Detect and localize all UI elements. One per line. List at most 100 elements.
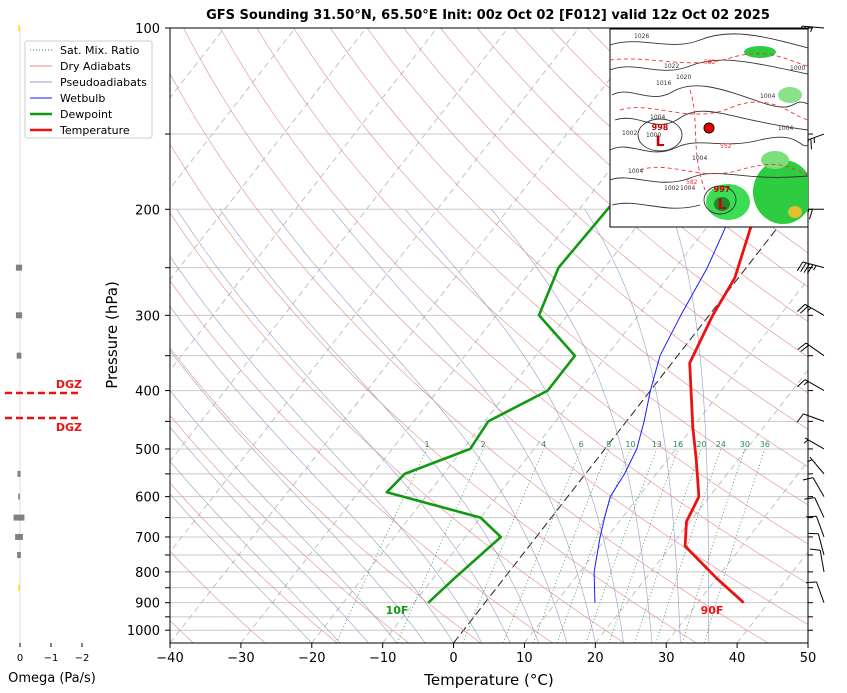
mixing-ratio-label: 6 bbox=[579, 440, 584, 449]
y-tick-label: 400 bbox=[135, 385, 160, 400]
mixing-ratio-label: 1 bbox=[424, 440, 429, 449]
mixing-ratio-line bbox=[462, 448, 545, 643]
barb-staff bbox=[804, 303, 825, 316]
barb-full bbox=[802, 477, 814, 481]
mixing-ratio-labels: 1 2 4 6 8 10 13 16 20 24 30 36 bbox=[424, 440, 769, 449]
y-tick-label: 100 bbox=[135, 22, 160, 37]
barb-half bbox=[813, 265, 817, 271]
barb-full bbox=[809, 209, 813, 220]
barb-staff bbox=[819, 550, 825, 572]
x-axis-label: Temperature (°C) bbox=[423, 671, 553, 689]
barb-full bbox=[797, 379, 806, 388]
dry-adiabat bbox=[440, 28, 808, 358]
mixing-ratio-label: 36 bbox=[760, 440, 770, 449]
contour-label: 1000 bbox=[790, 65, 805, 72]
omega-bar bbox=[17, 470, 21, 477]
chart-title: GFS Sounding 31.50°N, 65.50°E Init: 00z … bbox=[206, 8, 770, 23]
dry-adiabat bbox=[256, 28, 808, 545]
precip-area bbox=[778, 87, 802, 103]
legend-label-dewpoint: Dewpoint bbox=[60, 108, 113, 121]
barb-staff bbox=[804, 379, 825, 392]
temperature-axis: −40 −30 −20 −10 0 10 20 30 40 50 bbox=[156, 643, 816, 666]
x-tick-label: −10 bbox=[369, 651, 396, 666]
pseudoadiabat bbox=[170, 426, 369, 643]
barb-staff bbox=[809, 456, 825, 475]
precip-area bbox=[761, 151, 789, 169]
x-tick-label: −30 bbox=[227, 651, 254, 666]
dgz-label-bottom: DGZ bbox=[56, 421, 82, 434]
mixing-ratio-label: 16 bbox=[673, 440, 683, 449]
omega-tick-label: −1 bbox=[44, 653, 59, 664]
mixing-ratio-label: 4 bbox=[541, 440, 546, 449]
dry-adiabat bbox=[513, 28, 808, 288]
omega-bar bbox=[13, 514, 25, 521]
omega-bars bbox=[13, 25, 25, 591]
barb-staff bbox=[816, 516, 825, 538]
isotherm-line bbox=[170, 28, 580, 553]
pseudoadiabat bbox=[584, 209, 681, 643]
mixing-ratio-line bbox=[681, 448, 746, 643]
x-tick-label: −20 bbox=[298, 651, 325, 666]
omega-bar bbox=[15, 533, 23, 540]
sounding-location-marker bbox=[703, 122, 715, 134]
barb-half bbox=[806, 307, 812, 312]
contour-line bbox=[610, 53, 808, 67]
barb-staff bbox=[802, 261, 825, 269]
dry-adiabat bbox=[330, 28, 808, 468]
surface-dewpoint-label: 10F bbox=[386, 604, 409, 617]
mixing-ratio-label: 2 bbox=[481, 440, 486, 449]
dry-adiabat bbox=[170, 550, 266, 643]
omega-bar bbox=[15, 312, 23, 319]
barb-full bbox=[806, 515, 817, 518]
dry-adiabat bbox=[170, 482, 338, 643]
freezing-isotherm bbox=[453, 187, 808, 643]
wind-barb bbox=[802, 477, 825, 497]
plot-frame bbox=[169, 27, 809, 644]
wind-barb bbox=[797, 379, 825, 392]
pseudoadiabat bbox=[170, 255, 483, 643]
isotherm-line bbox=[807, 642, 808, 643]
barb-staff bbox=[804, 437, 825, 450]
wind-barb bbox=[809, 548, 825, 572]
wind-barbs bbox=[796, 25, 825, 603]
contour-label: 1004 bbox=[760, 93, 775, 100]
pseudoadiabat bbox=[170, 390, 398, 643]
barb-full bbox=[797, 342, 807, 350]
contour-label: 1016 bbox=[656, 80, 671, 87]
wind-barb bbox=[797, 303, 825, 316]
contour-line bbox=[639, 163, 808, 176]
inset-map-precip bbox=[706, 46, 808, 224]
mixing-ratio-line bbox=[532, 448, 609, 643]
omega-axis-label: Omega (Pa/s) bbox=[8, 671, 96, 686]
contour-label: 582 bbox=[686, 179, 698, 186]
y-tick-label: 600 bbox=[135, 491, 160, 506]
y-tick-label: 300 bbox=[135, 309, 160, 324]
dry-adiabat bbox=[293, 28, 808, 506]
contour-label: 1004 bbox=[680, 185, 695, 192]
pressure-axis: 100 200 300 400 500 600 700 800 900 1000 bbox=[127, 22, 813, 639]
background-lines bbox=[170, 28, 808, 643]
omega-panel: DGZ DGZ 0 −1 −2 Omega (Pa/s) bbox=[5, 25, 96, 686]
x-tick-label: −40 bbox=[156, 651, 183, 666]
omega-tick-label: −2 bbox=[75, 653, 90, 664]
legend-label-pseudoadiabats: Pseudoadiabats bbox=[60, 76, 147, 89]
wind-barb bbox=[804, 497, 825, 518]
inset-map-contours bbox=[610, 33, 808, 215]
low-pressure-letter: L bbox=[656, 134, 665, 150]
isotherm-line bbox=[170, 28, 651, 643]
mixing-ratio-label: 20 bbox=[696, 440, 706, 449]
wind-barb bbox=[803, 437, 825, 450]
pseudoadiabat bbox=[270, 209, 568, 643]
barb-half bbox=[803, 380, 809, 386]
x-tick-label: 50 bbox=[800, 651, 817, 666]
mixing-ratio-line bbox=[634, 448, 702, 643]
precip-area bbox=[714, 197, 730, 211]
wind-barb bbox=[806, 515, 825, 538]
dry-adiabat bbox=[219, 28, 808, 584]
barb-staff bbox=[802, 25, 825, 29]
barb-full bbox=[806, 264, 814, 274]
dry-adiabat bbox=[170, 212, 625, 643]
contour-label: 1002 bbox=[622, 130, 637, 137]
pseudoadiabat bbox=[170, 460, 341, 643]
contour-line bbox=[610, 33, 808, 49]
